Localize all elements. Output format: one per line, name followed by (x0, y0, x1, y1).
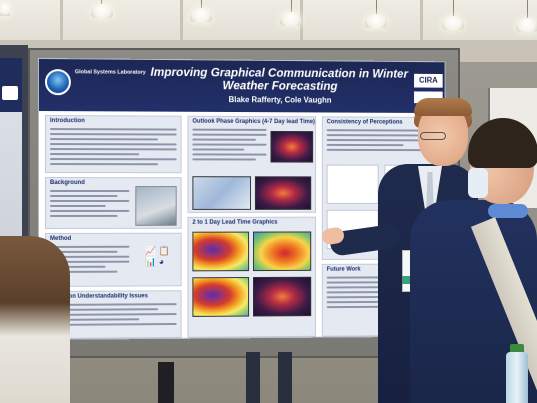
cira-logo: CIRA (414, 73, 443, 88)
org-label: Global Systems Laboratory (74, 69, 146, 76)
ceiling-beam (60, 0, 63, 62)
ceiling-lamp (516, 18, 537, 32)
noaa-logo-icon (44, 69, 71, 96)
outlook-map-image (270, 130, 314, 163)
bottle-cap (510, 344, 524, 354)
forecast-map-image (192, 277, 250, 317)
outlook-phase-section: Outlook Phase Graphics (4-7 Day lead Tim… (187, 115, 317, 213)
section-text (49, 190, 130, 220)
section-title: Background (49, 180, 85, 187)
outlook-map-image (254, 176, 312, 210)
winter-storm-photo (135, 186, 177, 226)
forecast-map-image (252, 231, 312, 272)
poster-authors: Blake Rafferty, Cole Vaughn (228, 95, 332, 105)
section-title: Future Work (326, 266, 361, 273)
attendee-legs (278, 352, 292, 403)
listener-lanyard (488, 204, 528, 218)
face-mask (468, 168, 488, 198)
pie-chart-icon: ◕ (158, 256, 165, 267)
ceiling-lamp (190, 8, 212, 22)
presenter-tie (426, 172, 434, 224)
forecast-map-image (192, 231, 250, 272)
forecast-map-image (252, 276, 312, 317)
presenter-hair-top (414, 98, 472, 116)
results-table (326, 164, 379, 204)
section-text (192, 128, 267, 164)
ceiling-beam (180, 0, 183, 62)
neighbour-logo (2, 86, 18, 100)
ceiling-lamp (0, 2, 10, 16)
lamp-cord (453, 0, 454, 18)
ceiling-lamp (365, 14, 387, 28)
glasses (420, 132, 446, 140)
lamp-cord (201, 0, 202, 10)
ceiling-beam (420, 0, 423, 62)
attendee-legs (246, 352, 260, 403)
section-title: Introduction (49, 118, 85, 125)
lamp-cord (376, 0, 377, 16)
lamp-cord (101, 0, 102, 6)
neighbour-poster-header (0, 58, 22, 112)
outlook-map-image (192, 176, 252, 210)
introduction-section: Introduction (44, 115, 182, 174)
section-title: Outlook Phase Graphics (4-7 Day lead Tim… (192, 118, 316, 126)
background-section: Background (44, 177, 182, 229)
short-lead-time-section: 2 to 1 Day Lead Time Graphics (187, 216, 317, 338)
section-title: Method (49, 235, 72, 242)
poster-title: Improving Graphical Communication in Win… (150, 64, 408, 93)
water-bottle (506, 352, 528, 403)
poster-header: Global Systems Laboratory Improving Grap… (38, 59, 446, 114)
lamp-cord (527, 0, 528, 20)
listener-hair (468, 118, 537, 168)
section-title: 2 to 1 Day Lead Time Graphics (192, 219, 278, 226)
attendee-legs (158, 362, 174, 403)
foreground-attendee (0, 236, 70, 403)
ceiling-lamp (91, 4, 113, 18)
lamp-cord (291, 0, 292, 14)
section-title: Consistency of Perceptions (326, 119, 403, 126)
chart-icons: 📈 📋 📊 ◕ (145, 246, 170, 268)
line-chart-icon: 📈 (145, 245, 157, 256)
bar-chart-icon: 📊 (145, 256, 157, 267)
section-text (49, 128, 177, 168)
clipboard-icon: 📋 (158, 245, 170, 256)
ceiling-lamp (442, 16, 464, 30)
ceiling-lamp (280, 12, 302, 26)
ceiling-beam (300, 0, 303, 62)
